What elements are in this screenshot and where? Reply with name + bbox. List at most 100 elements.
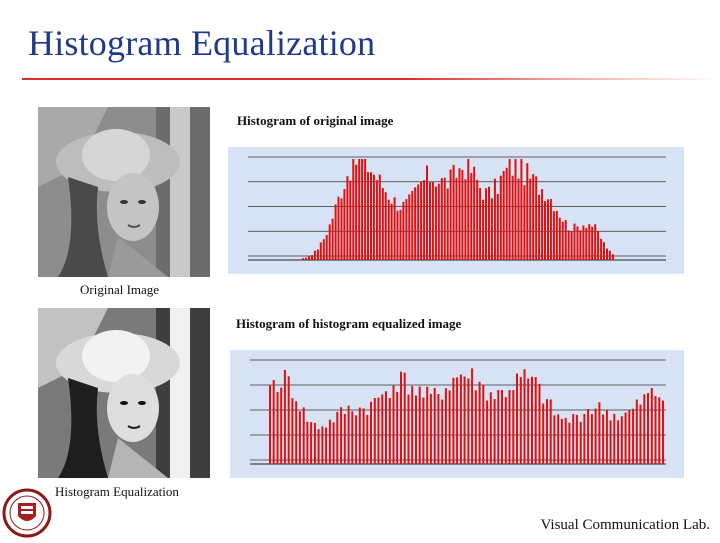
- equalized-image: [38, 308, 210, 478]
- histogram-bar: [523, 185, 526, 260]
- histogram-bar: [471, 368, 474, 464]
- histogram-bar: [504, 397, 507, 464]
- histogram-bar: [396, 391, 399, 464]
- histogram-bar: [434, 186, 437, 260]
- equalized-image-caption: Histogram Equalization: [55, 484, 179, 499]
- histogram-bar: [396, 210, 399, 260]
- histogram-bar: [647, 393, 649, 464]
- histogram-bar: [654, 396, 657, 464]
- histogram-bar: [449, 169, 452, 260]
- histogram-bar: [305, 257, 308, 260]
- histogram-bar: [302, 258, 305, 260]
- histogram-bar: [433, 387, 436, 464]
- histogram-bar: [306, 421, 309, 464]
- histogram-bar: [336, 411, 339, 464]
- histogram-bar: [452, 164, 455, 260]
- histogram-bar: [508, 389, 511, 464]
- histogram-bar: [568, 422, 571, 464]
- histogram-bar: [295, 401, 298, 464]
- histogram-bar: [588, 224, 591, 260]
- histogram-bar: [291, 398, 294, 464]
- histogram-bar: [529, 178, 532, 260]
- original-image: [38, 107, 210, 277]
- histogram-bar: [387, 199, 390, 260]
- histogram-bar: [523, 369, 526, 464]
- histogram-bar: [378, 174, 381, 260]
- histogram-bar: [476, 179, 479, 260]
- histogram-bar: [602, 414, 605, 464]
- histogram-bar: [311, 255, 313, 260]
- histogram-bar: [319, 242, 322, 260]
- histogram-bar: [334, 204, 337, 260]
- histogram-bar: [538, 194, 541, 260]
- equalized-histogram: [230, 350, 684, 478]
- histogram-bar: [340, 407, 343, 464]
- histogram-bar: [464, 179, 467, 260]
- histogram-bar: [347, 405, 350, 464]
- histogram-bar: [598, 402, 601, 464]
- histogram-bar: [280, 387, 283, 464]
- histogram-bar: [526, 163, 529, 260]
- histogram-bar: [441, 399, 444, 464]
- histogram-bar: [390, 203, 393, 260]
- histogram-bar: [538, 383, 541, 464]
- histogram-bar: [516, 373, 518, 464]
- histogram-bar: [620, 416, 623, 464]
- histogram-bar: [440, 178, 443, 260]
- histogram-bar: [482, 199, 485, 260]
- histogram-bar: [467, 159, 470, 260]
- histogram-bar: [340, 198, 343, 260]
- histogram-bar: [328, 224, 331, 260]
- histogram-bar: [497, 390, 500, 464]
- histogram-bar: [446, 188, 449, 260]
- histogram-bar: [325, 235, 328, 260]
- original-histogram-title: Histogram of original image: [237, 113, 394, 128]
- histogram-bar: [355, 164, 358, 260]
- histogram-bar: [470, 173, 473, 260]
- histogram-bar: [558, 217, 561, 260]
- histogram-bar: [313, 422, 316, 464]
- histogram-bar: [597, 231, 600, 260]
- histogram-bar: [317, 429, 320, 464]
- histogram-bar: [372, 174, 375, 260]
- histogram-bar: [411, 191, 414, 260]
- histogram-bar: [624, 412, 627, 464]
- histogram-bar: [399, 209, 402, 260]
- histogram-bar: [443, 177, 446, 260]
- histogram-bar: [384, 192, 387, 260]
- histogram-bar: [493, 178, 496, 260]
- histogram-bar: [444, 388, 447, 464]
- histogram-bar: [517, 178, 520, 260]
- histogram-bar: [552, 211, 555, 260]
- histogram-bar: [560, 418, 563, 464]
- histogram-bar: [564, 220, 567, 260]
- histogram-bar: [617, 420, 620, 464]
- histogram-bar: [488, 186, 490, 260]
- histogram-bar: [520, 159, 523, 260]
- histogram-bar: [321, 426, 324, 464]
- histogram-bar: [512, 390, 515, 464]
- histogram-bar: [532, 174, 535, 260]
- histogram-bar: [461, 169, 464, 260]
- histogram-bar: [331, 218, 334, 260]
- histogram-bar: [355, 415, 358, 464]
- histogram-bar: [346, 176, 349, 260]
- histogram-bar: [456, 377, 459, 464]
- histogram-bar: [373, 398, 376, 464]
- histogram-bar: [572, 414, 575, 464]
- histogram-bar: [534, 377, 537, 464]
- histogram-bar: [546, 399, 548, 464]
- histogram-bar: [370, 401, 372, 464]
- histogram-bar: [423, 180, 426, 260]
- histogram-bar: [269, 385, 271, 464]
- equalized-histogram-title: Histogram of histogram equalized image: [236, 316, 462, 331]
- histogram-bar: [555, 210, 558, 260]
- histogram-bar: [549, 199, 552, 260]
- histogram-bar: [448, 390, 451, 464]
- histogram-bar: [308, 256, 310, 260]
- histogram-bar: [579, 230, 582, 260]
- histogram-bar: [531, 376, 533, 464]
- histogram-bar: [418, 386, 421, 464]
- histogram-bar: [422, 397, 425, 464]
- histogram-bar: [508, 159, 511, 260]
